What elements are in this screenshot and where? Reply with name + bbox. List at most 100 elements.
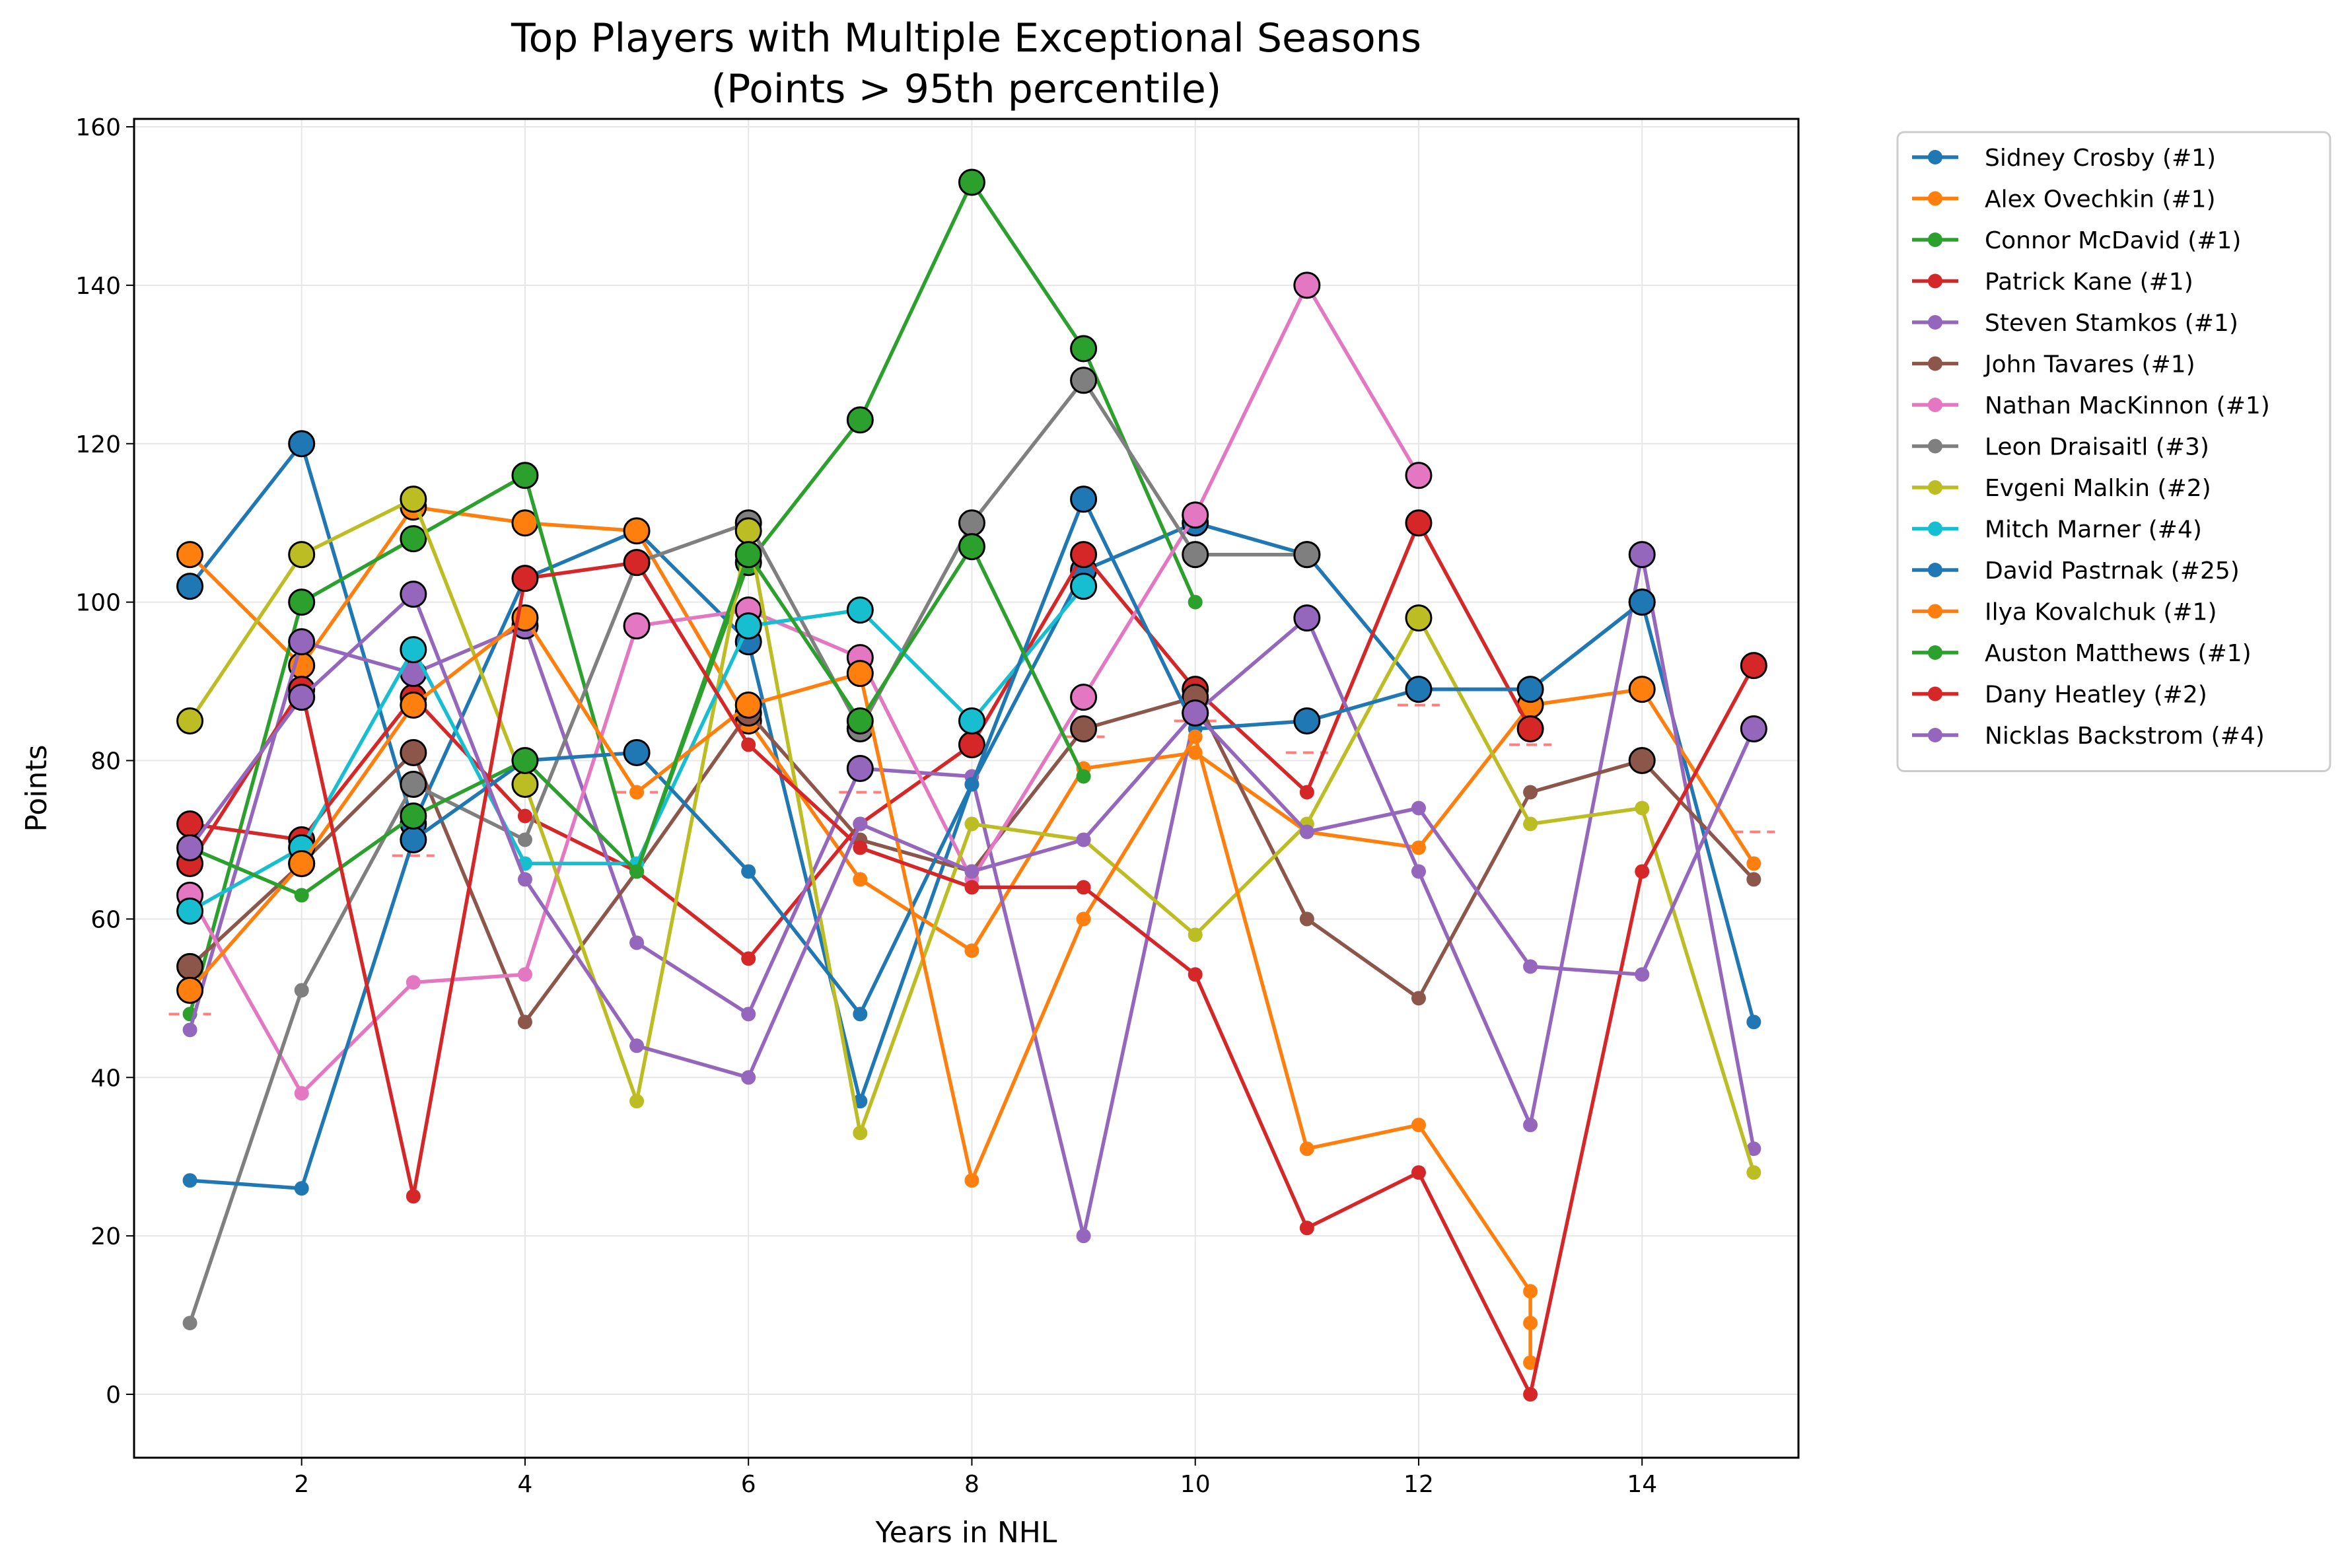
legend-label: John Tavares (#1) <box>1983 351 2195 378</box>
series <box>176 549 1767 1402</box>
exceptional-point <box>734 541 762 569</box>
legend-label: Dany Heatley (#2) <box>1985 682 2207 709</box>
exceptional-point <box>400 525 427 553</box>
data-point <box>182 1022 197 1038</box>
exceptional-point <box>511 771 539 799</box>
exceptional-point <box>734 692 762 719</box>
legend: Sidney Crosby (#1) Alex Ovechkin (#1) Conn… <box>1896 131 2331 772</box>
data-point <box>1635 801 1650 816</box>
data-point <box>1635 967 1650 982</box>
legend-item: Nathan MacKinnon (#1) <box>1912 392 2270 419</box>
legend-item: Sidney Crosby (#1) <box>1912 145 2216 172</box>
exceptional-point <box>1182 541 1209 569</box>
exceptional-point <box>846 660 874 688</box>
exceptional-point <box>846 707 874 735</box>
data-point <box>1523 1118 1538 1133</box>
exceptional-point <box>1740 715 1767 743</box>
legend-swatch-marker <box>1928 645 1942 660</box>
legend-item: Dany Heatley (#2) <box>1912 682 2207 709</box>
exceptional-point <box>846 596 874 624</box>
y-tick-label: 100 <box>75 590 121 617</box>
data-point <box>182 1173 197 1188</box>
data-point <box>629 864 645 879</box>
legend-item: Connor McDavid (#1) <box>1912 227 2241 254</box>
y-tick-label: 120 <box>75 431 121 458</box>
exceptional-point <box>958 533 985 561</box>
exceptional-point <box>1070 335 1098 363</box>
exceptional-point <box>1628 588 1656 616</box>
data-point <box>1411 801 1426 816</box>
exceptional-point <box>176 834 204 861</box>
data-point <box>964 1173 979 1188</box>
exceptional-point <box>511 565 539 592</box>
exceptional-point <box>1070 367 1098 394</box>
data-point <box>853 840 868 855</box>
data-point <box>1299 911 1314 927</box>
exceptional-point <box>511 747 539 775</box>
legend-swatch-marker <box>1928 480 1942 495</box>
data-point <box>629 1094 645 1109</box>
data-point <box>1523 1355 1538 1371</box>
legend-swatch-marker <box>1928 521 1942 536</box>
legend-swatch-marker <box>1928 728 1942 742</box>
exceptional-point <box>1070 573 1098 600</box>
exceptional-point <box>1070 541 1098 569</box>
legend-swatch-marker <box>1928 315 1942 330</box>
exceptional-point <box>846 755 874 783</box>
exceptional-point <box>176 897 204 925</box>
exceptional-point <box>1070 684 1098 711</box>
series <box>182 367 1321 1331</box>
y-tick-label: 0 <box>106 1382 121 1409</box>
chart-subtitle: (Points > 95th percentile) <box>711 66 1222 112</box>
exceptional-point <box>1405 676 1433 703</box>
data-point <box>406 975 421 990</box>
legend-item: Steven Stamkos (#1) <box>1912 310 2238 337</box>
legend-label: Patrick Kane (#1) <box>1985 269 2193 296</box>
series <box>176 581 1767 1085</box>
exceptional-point <box>1182 699 1209 727</box>
legend-swatch-marker <box>1928 356 1942 371</box>
legend-item: Patrick Kane (#1) <box>1912 269 2193 296</box>
legend-swatch-marker <box>1928 150 1942 164</box>
exceptional-point <box>1628 747 1656 775</box>
exceptional-point <box>1293 541 1321 569</box>
data-point <box>741 1070 756 1085</box>
data-point <box>1299 1141 1314 1157</box>
legend-item: Alex Ovechkin (#1) <box>1912 186 2216 213</box>
data-point <box>1188 927 1203 943</box>
data-point <box>1523 1284 1538 1299</box>
exceptional-point <box>734 612 762 640</box>
exceptional-point <box>176 976 204 1004</box>
data-point <box>517 967 532 982</box>
exceptional-point <box>1628 676 1656 703</box>
y-tick-label: 40 <box>90 1065 121 1092</box>
exceptional-point <box>288 684 316 711</box>
data-point <box>1411 1165 1426 1180</box>
exceptional-point <box>1516 676 1544 703</box>
data-point <box>741 864 756 879</box>
exceptional-point <box>623 612 651 640</box>
data-point <box>1411 840 1426 855</box>
exceptional-point <box>958 509 985 537</box>
exceptional-point <box>1293 707 1321 735</box>
legend-swatch-marker <box>1928 273 1942 289</box>
exceptional-point <box>400 692 427 719</box>
data-point <box>1076 769 1091 784</box>
legend-item: Ilya Kovalchuk (#1) <box>1912 599 2217 626</box>
data-point <box>741 737 756 752</box>
data-point <box>517 832 532 847</box>
data-point <box>1746 856 1761 871</box>
exceptional-point <box>1405 509 1433 537</box>
data-point <box>1523 1316 1538 1331</box>
data-point <box>629 785 645 800</box>
legend-item: Leon Draisaitl (#3) <box>1912 434 2209 461</box>
data-point <box>1746 1165 1761 1180</box>
legend-item: John Tavares (#1) <box>1912 351 2195 378</box>
data-point <box>1299 785 1314 800</box>
x-tick-label: 2 <box>294 1471 309 1498</box>
series <box>176 485 1761 1180</box>
legend-label: Auston Matthews (#1) <box>1985 640 2252 667</box>
exceptional-point <box>288 628 316 656</box>
data-point <box>1299 1221 1314 1236</box>
